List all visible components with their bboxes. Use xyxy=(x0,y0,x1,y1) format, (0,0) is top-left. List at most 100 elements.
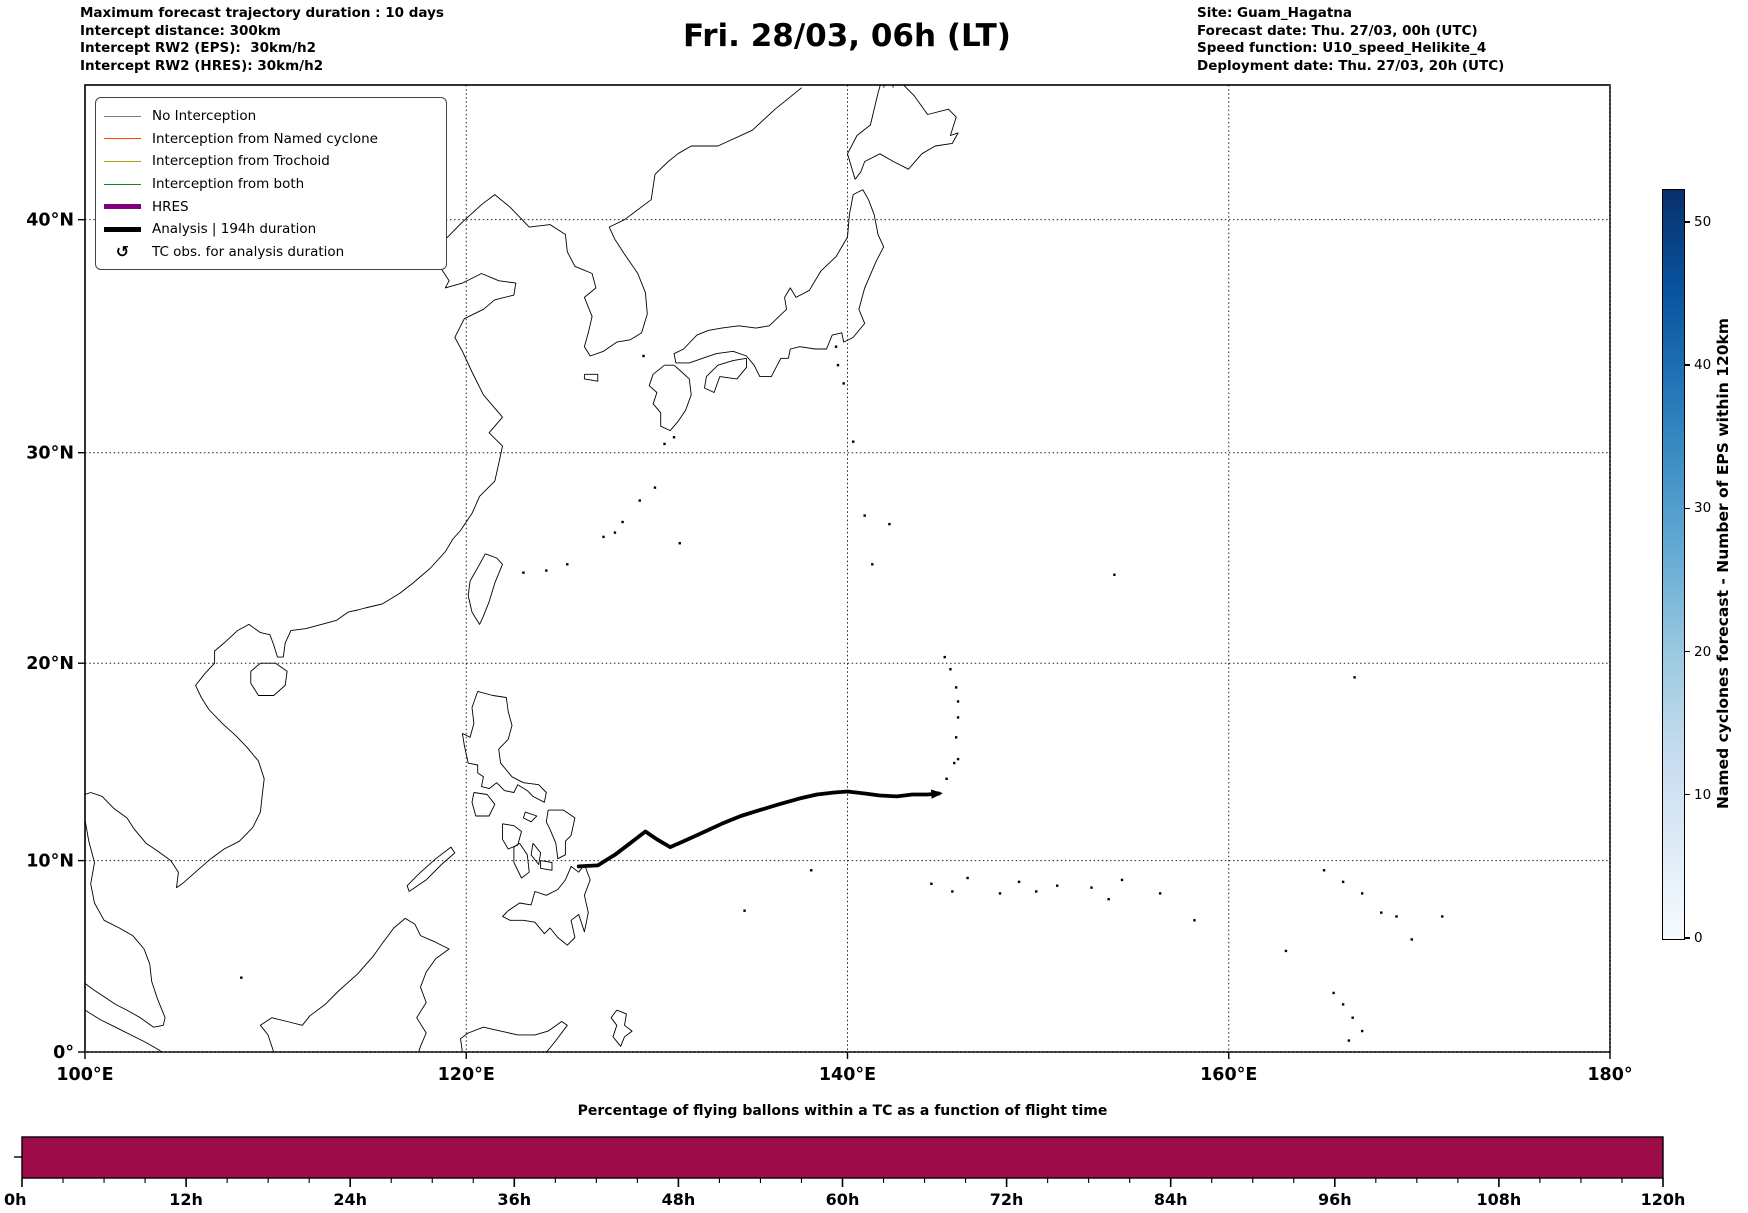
track-arrowhead xyxy=(930,789,943,799)
island-dot xyxy=(566,563,569,566)
island-dot xyxy=(956,757,960,761)
header-line: Intercept RW2 (HRES): 30km/h2 xyxy=(80,57,324,74)
island-dot xyxy=(871,563,874,566)
island-dot xyxy=(1395,915,1398,918)
coastline-path xyxy=(85,87,802,889)
island-dot xyxy=(545,569,548,572)
island-dot xyxy=(522,571,525,574)
coastline-path xyxy=(513,842,530,879)
legend-line-swatch xyxy=(104,138,141,140)
tc-obs-marker-icon: ↺ xyxy=(104,241,141,261)
legend-item: Interception from both xyxy=(104,173,436,196)
coastline-path xyxy=(583,373,599,382)
bar-tick-label: 12h xyxy=(169,1190,203,1209)
coastline-path xyxy=(467,553,503,625)
island-dot xyxy=(602,535,605,539)
bar-tick-label: 48h xyxy=(662,1190,696,1209)
island-dot xyxy=(638,499,641,502)
bar-tick-label: 84h xyxy=(1154,1190,1188,1209)
island-dot xyxy=(1055,884,1059,887)
coastline-path xyxy=(502,864,591,946)
header-left-block: Maximum forecast trajectory duration : 1… xyxy=(80,5,444,75)
island-dot xyxy=(842,382,845,385)
lat-tick-label: 20°N xyxy=(26,654,74,674)
colorbar-tick-label: 40 xyxy=(1694,357,1712,374)
island-dot xyxy=(1360,892,1364,895)
island-dot xyxy=(888,522,891,526)
legend-item: No Interception xyxy=(104,105,436,128)
island-dot xyxy=(954,686,958,689)
island-dot xyxy=(1441,915,1444,918)
island-dot xyxy=(1035,890,1038,893)
legend-line-icon xyxy=(104,115,141,117)
legend-line-icon xyxy=(104,160,141,162)
island-dot xyxy=(743,909,746,912)
lon-tick-label: 100°E xyxy=(56,1065,113,1085)
legend-item: ↺ TC obs. for analysis duration xyxy=(104,241,436,264)
colorbar-tick xyxy=(1684,221,1690,223)
coastline-path xyxy=(85,1009,162,1052)
colorbar-tick xyxy=(1684,507,1690,510)
island-dot xyxy=(613,531,617,534)
colorbar-tick-label: 20 xyxy=(1694,643,1712,660)
island-dot xyxy=(951,890,954,893)
island-dot xyxy=(1351,1016,1354,1019)
island-dot xyxy=(863,514,866,517)
colorbar-tick xyxy=(1684,650,1690,653)
coastline-path xyxy=(545,809,576,860)
cyclone-obs-glyph: ↺ xyxy=(115,241,130,261)
percentage-bar xyxy=(21,1136,1664,1179)
bar-tick-label: 108h xyxy=(1477,1190,1522,1209)
colorbar-tick xyxy=(1684,937,1690,939)
island-dot xyxy=(1113,573,1116,576)
island-dot xyxy=(1347,1039,1351,1042)
coastline-path xyxy=(259,917,450,1052)
island-dot xyxy=(1341,1003,1345,1006)
legend-item-label: Interception from both xyxy=(152,176,305,193)
header-line: Maximum forecast trajectory duration : 1… xyxy=(80,5,444,21)
analysis-track xyxy=(576,789,941,869)
coastline-path xyxy=(250,662,288,696)
coastline-path xyxy=(847,85,959,180)
coastline-path xyxy=(406,846,456,892)
legend-line-swatch xyxy=(104,183,141,185)
island-dot xyxy=(943,655,946,659)
lon-tick-label: 120°E xyxy=(438,1065,495,1085)
legend-item-label: Interception from Named cyclone xyxy=(152,130,378,147)
island-dot xyxy=(966,876,969,880)
coastline-path xyxy=(540,860,553,871)
header-right-block: Site: Guam_Hagatna Forecast date: Thu. 27… xyxy=(1197,5,1504,75)
map-content xyxy=(85,85,1610,1052)
legend-item: HRES xyxy=(104,195,436,218)
island-dot xyxy=(1341,880,1345,884)
bar-tick-label: 0h xyxy=(4,1190,27,1209)
island-dot xyxy=(642,354,645,358)
island-dot xyxy=(810,869,813,872)
legend-item: Interception from Named cyclone xyxy=(104,128,436,151)
lon-tick-label: 180° xyxy=(1587,1065,1632,1085)
coastline-path xyxy=(461,690,547,803)
lat-tick-label: 30°N xyxy=(26,444,74,464)
figure-title: Fri. 28/03, 06h (LT) xyxy=(683,18,1011,54)
island-dot xyxy=(956,716,960,719)
bar-tick-label: 36h xyxy=(497,1190,531,1209)
lat-tick-label: 0° xyxy=(53,1043,74,1063)
lon-tick-label: 160°E xyxy=(1200,1065,1257,1085)
island-dot xyxy=(1193,919,1196,922)
island-dot xyxy=(240,976,243,979)
coastline-path xyxy=(883,85,894,88)
lon-tick-label: 140°E xyxy=(819,1065,876,1085)
legend-item-label: No Interception xyxy=(152,108,257,125)
island-dot xyxy=(1380,911,1383,914)
header-line: Forecast date: Thu. 27/03, 00h (UTC) xyxy=(1197,22,1478,39)
island-dot xyxy=(1410,938,1413,941)
legend-line-swatch xyxy=(104,160,141,162)
bottom-chart-title: Percentage of flying ballons within a TC… xyxy=(577,1103,1108,1119)
island-dot xyxy=(621,520,624,524)
map-legend: No Interception Interception from Named c… xyxy=(95,97,447,271)
island-dot xyxy=(1090,886,1093,889)
header-line: Deployment date: Thu. 27/03, 20h (UTC) xyxy=(1197,57,1505,74)
island-dot xyxy=(653,486,657,489)
coastline-path xyxy=(471,792,496,817)
bar-tick-label: 120h xyxy=(1641,1190,1686,1209)
